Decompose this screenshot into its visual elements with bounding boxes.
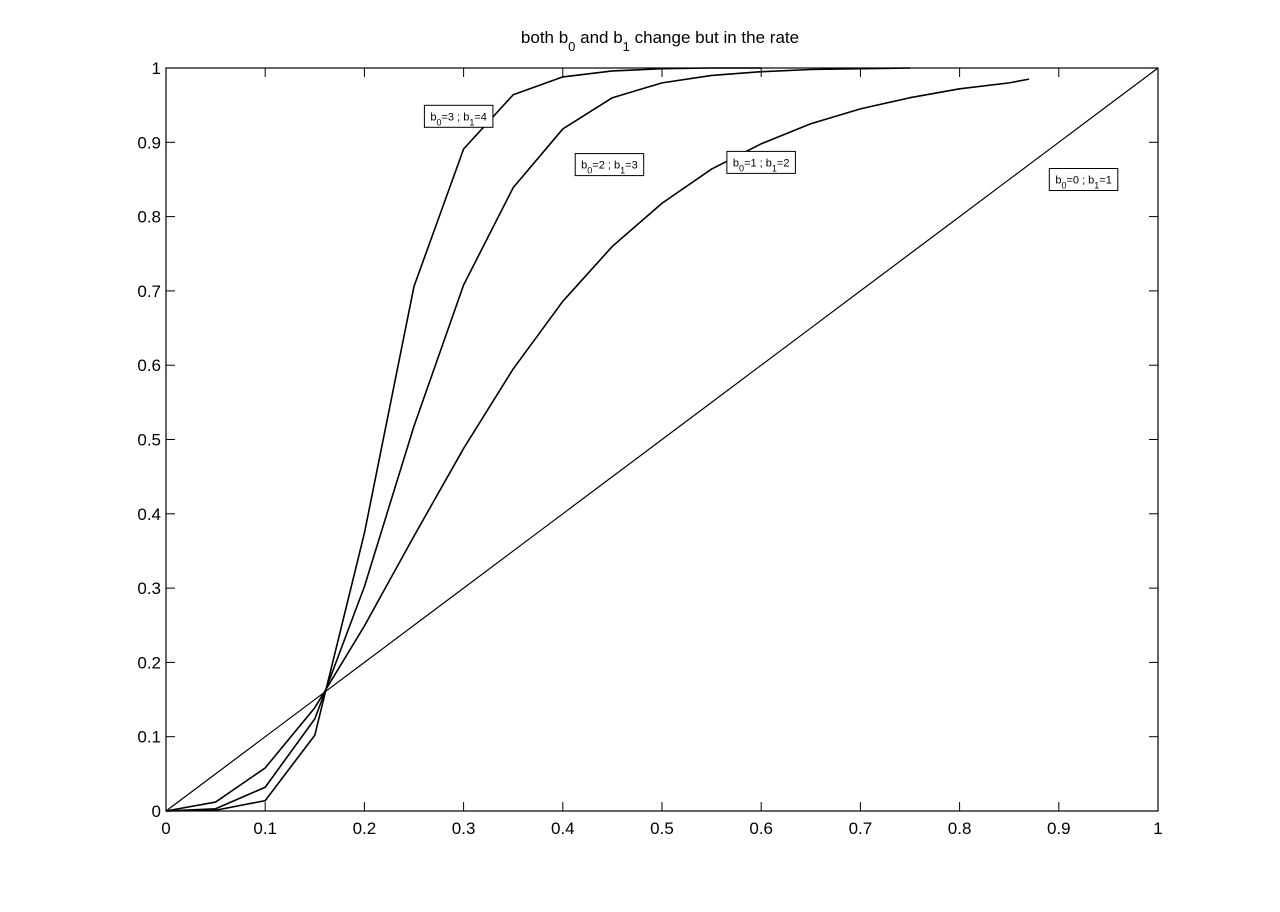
y-tick-label: 0.2: [137, 653, 161, 672]
annotation-layer: b0=3 ; b1=4 b0=2 ; b1=3 b0=1 ; b1=2 b0=0 ; …: [423, 104, 1119, 191]
x-tick-label: 0.1: [253, 819, 277, 838]
series-line-0: [165, 67, 1159, 812]
annotation-label-3: b0=0 ; b1=1: [1048, 168, 1119, 191]
y-tick-label: 0.4: [137, 505, 161, 524]
x-tick-label: 0.9: [1047, 819, 1071, 838]
annotation-text: b0=2 ; b1=3: [581, 160, 638, 176]
chart-title: both b0 and b1 change but in the rate: [521, 28, 799, 54]
y-tick-label: 0.6: [137, 356, 161, 375]
y-tick-label: 0.8: [137, 208, 161, 227]
y-tick-label: 0.3: [137, 579, 161, 598]
y-tick-label: 0: [152, 802, 161, 821]
y-tick-label: 0.7: [137, 282, 161, 301]
annotation-box: [423, 104, 494, 128]
x-tick-label: 0.6: [749, 819, 773, 838]
y-tick-label: 0.5: [137, 431, 161, 450]
annotation-text: b0=3 ; b1=4: [430, 111, 487, 127]
series-line-1: [165, 78, 1030, 812]
x-tick-label: 0.8: [948, 819, 972, 838]
annotation-label-1: b0=2 ; b1=3: [574, 153, 645, 177]
y-tick-label: 0.1: [137, 728, 161, 747]
y-tick-labels: 0 0.1 0.2 0.3 0.4 0.5 0.6 0.7 0.8 0.9 1: [137, 59, 161, 821]
annotation-text: b0=1 ; b1=2: [733, 157, 790, 173]
annotation-label-0: b0=3 ; b1=4: [423, 104, 494, 128]
annotation-label-2: b0=1 ; b1=2: [726, 150, 796, 174]
x-tick-label: 1: [1153, 819, 1162, 838]
x-tick-label: 0.5: [650, 819, 674, 838]
x-tick-labels: 0 0.1 0.2 0.3 0.4 0.5 0.6 0.7 0.8 0.9 1: [161, 819, 1162, 838]
ticks-layer: [165, 67, 1159, 812]
x-tick-label: 0.3: [452, 819, 476, 838]
annotation-box: [726, 150, 796, 174]
x-tick-label: 0.7: [849, 819, 873, 838]
y-tick-label: 0.9: [137, 133, 161, 152]
annotation-text: b0=0 ; b1=1: [1055, 174, 1112, 190]
series-line-2: [165, 67, 911, 812]
annotation-box: [1048, 168, 1119, 191]
x-tick-label: 0.2: [353, 819, 377, 838]
x-tick-label: 0.4: [551, 819, 575, 838]
y-tick-label: 1: [152, 59, 161, 78]
annotation-box: [574, 153, 645, 177]
x-tick-label: 0: [161, 819, 170, 838]
